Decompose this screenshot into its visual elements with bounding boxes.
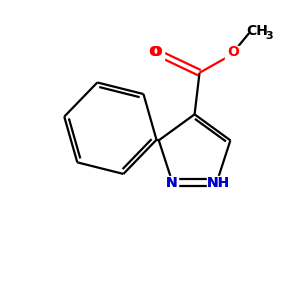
Text: 3: 3 [265, 31, 273, 41]
Bar [207, 176, 226, 189]
Text: NH: NH [207, 176, 230, 190]
Bar [167, 176, 178, 189]
Text: N: N [166, 176, 177, 190]
Text: N: N [166, 176, 177, 190]
Text: O: O [227, 45, 239, 59]
Text: CH: CH [246, 24, 268, 38]
Bar [148, 46, 164, 60]
Text: O: O [148, 45, 160, 59]
Bar [225, 46, 239, 60]
Text: NH: NH [207, 176, 230, 190]
Text: O: O [150, 45, 162, 59]
